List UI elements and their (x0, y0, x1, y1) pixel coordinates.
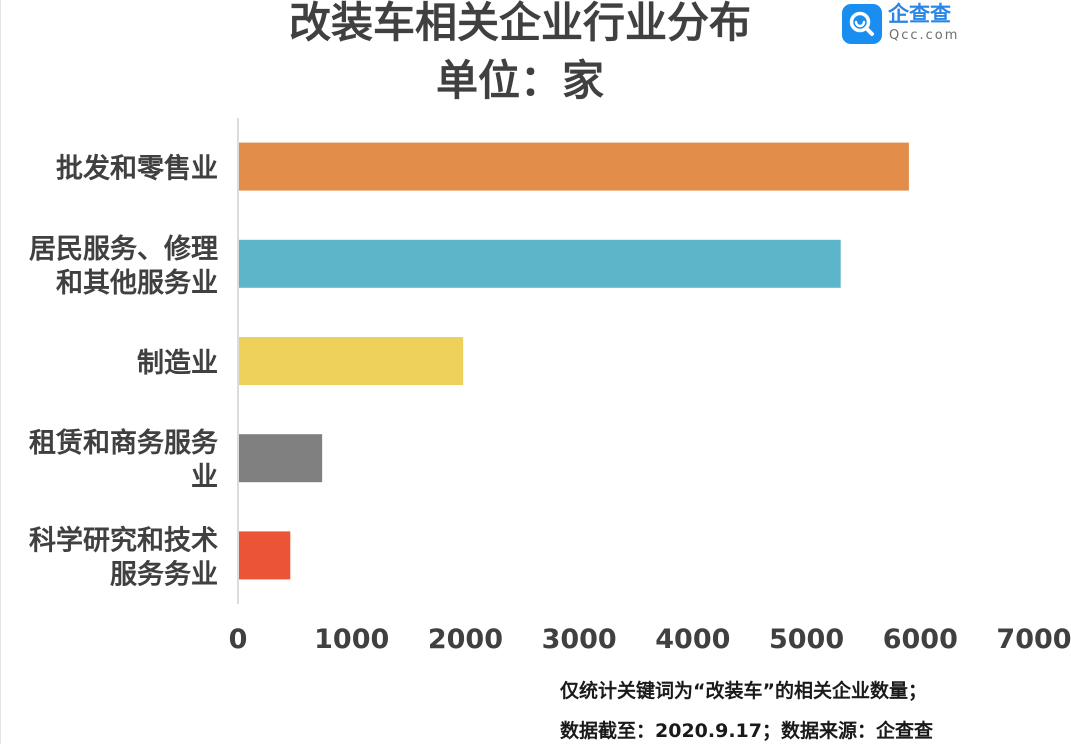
category-label: 服务务业 (110, 559, 218, 590)
x-tick-label: 7000 (996, 624, 1071, 655)
x-tick-label: 4000 (655, 624, 730, 655)
footnote-source: 数据截至：2020.9.17；数据来源：企查查 (560, 720, 933, 742)
logo-text-en: Qcc.com (889, 28, 960, 43)
bar (239, 434, 323, 483)
magnifier-icon (842, 4, 882, 44)
qcc-logo: 企查查 Qcc.com (842, 4, 972, 46)
category-label: 和其他服务业 (56, 268, 218, 299)
category-label: 制造业 (137, 348, 218, 379)
bar (239, 531, 291, 580)
category-label: 批发和零售业 (56, 153, 218, 185)
footnote-scope: 仅统计关键词为“改装车”的相关企业数量； (560, 680, 927, 702)
x-tick-label: 1000 (314, 624, 389, 655)
x-tick-label: 2000 (428, 624, 503, 655)
category-label: 租赁和商务服务 (29, 428, 218, 459)
bar (239, 142, 909, 191)
x-tick-label: 0 (229, 624, 248, 655)
category-label: 居民服务、修理 (29, 234, 218, 265)
bar (239, 337, 464, 385)
chart-title: 改装车相关企业行业分布 (288, 0, 751, 47)
bar (239, 239, 841, 288)
category-label: 科学研究和技术 (29, 524, 218, 556)
chart-subtitle: 单位：家 (435, 56, 604, 105)
category-label: 业 (191, 462, 218, 493)
logo-text-cn: 企查查 (888, 2, 951, 26)
x-tick-label: 5000 (769, 624, 844, 655)
x-tick-label: 3000 (542, 624, 617, 655)
x-tick-label: 6000 (883, 624, 958, 655)
